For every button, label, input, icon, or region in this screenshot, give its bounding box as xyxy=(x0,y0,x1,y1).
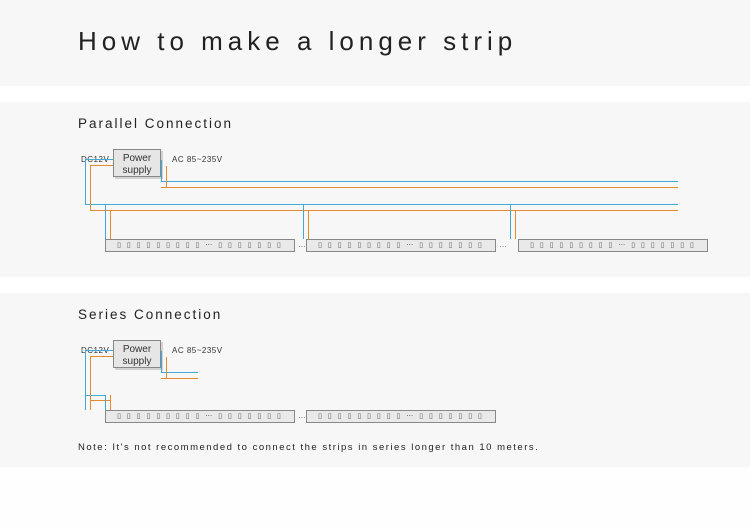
wire xyxy=(110,210,111,239)
wire xyxy=(166,166,167,187)
parallel-diagram: Power supplyDC12VAC 85~235V▯ ▯ ▯ ▯ ▯ ▯ ▯… xyxy=(78,149,750,259)
wire xyxy=(303,204,304,239)
wire xyxy=(105,204,106,239)
ellipsis: … xyxy=(298,411,307,420)
led-strip: ▯ ▯ ▯ ▯ ▯ ▯ ▯ ▯ ▯ ⋯ ▯ ▯ ▯ ▯ ▯ ▯ ▯ xyxy=(105,239,295,252)
wire xyxy=(166,357,167,378)
power-supply-box: Power supply xyxy=(113,340,161,368)
wire xyxy=(161,187,678,188)
wire xyxy=(90,210,678,211)
wire xyxy=(85,350,86,410)
wire xyxy=(85,395,105,396)
wire xyxy=(90,356,113,357)
ellipsis: … xyxy=(499,240,508,249)
parallel-section: Parallel Connection Power supplyDC12VAC … xyxy=(0,102,750,277)
ac-label: AC 85~235V xyxy=(172,346,223,355)
ac-label: AC 85~235V xyxy=(172,155,223,164)
wire xyxy=(515,210,516,239)
wire xyxy=(110,395,111,410)
series-section: Series Connection Power supplyDC12VAC 85… xyxy=(0,293,750,467)
parallel-subtitle: Parallel Connection xyxy=(78,116,750,131)
wire xyxy=(308,210,309,239)
wire xyxy=(90,400,110,401)
led-strip: ▯ ▯ ▯ ▯ ▯ ▯ ▯ ▯ ▯ ⋯ ▯ ▯ ▯ ▯ ▯ ▯ ▯ xyxy=(306,410,496,423)
led-strip: ▯ ▯ ▯ ▯ ▯ ▯ ▯ ▯ ▯ ⋯ ▯ ▯ ▯ ▯ ▯ ▯ ▯ xyxy=(518,239,708,252)
led-strip: ▯ ▯ ▯ ▯ ▯ ▯ ▯ ▯ ▯ ⋯ ▯ ▯ ▯ ▯ ▯ ▯ ▯ xyxy=(105,410,295,423)
wire xyxy=(85,159,113,160)
page-title: How to make a longer strip xyxy=(78,26,750,57)
wire xyxy=(90,165,113,166)
wire xyxy=(85,204,678,205)
wire xyxy=(90,356,91,410)
spacer-1 xyxy=(0,86,750,102)
wire xyxy=(161,181,678,182)
wire xyxy=(90,165,91,210)
wire xyxy=(161,160,162,181)
ellipsis: … xyxy=(298,240,307,249)
series-subtitle: Series Connection xyxy=(78,307,750,322)
power-supply-box: Power supply xyxy=(113,149,161,177)
title-band: How to make a longer strip xyxy=(0,0,750,86)
series-diagram: Power supplyDC12VAC 85~235V▯ ▯ ▯ ▯ ▯ ▯ ▯… xyxy=(78,340,750,430)
wire xyxy=(510,204,511,239)
wire xyxy=(161,378,198,379)
led-strip: ▯ ▯ ▯ ▯ ▯ ▯ ▯ ▯ ▯ ⋯ ▯ ▯ ▯ ▯ ▯ ▯ ▯ xyxy=(306,239,496,252)
wire xyxy=(161,351,162,372)
wire xyxy=(85,159,86,204)
series-note: Note: It's not recommended to connect th… xyxy=(78,442,750,453)
wire xyxy=(105,395,106,410)
spacer-2 xyxy=(0,277,750,293)
wire xyxy=(85,350,113,351)
